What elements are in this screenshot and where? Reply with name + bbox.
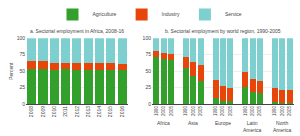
svg-text:25: 25 — [145, 84, 151, 90]
svg-text:2008: 2008 — [28, 106, 34, 117]
svg-text:2011: 2011 — [62, 106, 68, 117]
svg-text:Service: Service — [225, 11, 242, 17]
svg-text:Europe: Europe — [215, 120, 231, 126]
svg-text:1990: 1990 — [154, 105, 159, 116]
svg-text:2000: 2000 — [161, 105, 166, 116]
svg-text:2012: 2012 — [74, 106, 80, 117]
svg-text:Asia: Asia — [188, 120, 198, 126]
svg-text:2014: 2014 — [96, 106, 102, 117]
svg-text:100: 100 — [143, 35, 152, 41]
svg-text:1990: 1990 — [272, 105, 277, 116]
svg-text:2009: 2009 — [40, 106, 46, 117]
svg-text:2005: 2005 — [257, 105, 262, 116]
svg-text:2005: 2005 — [287, 105, 292, 116]
svg-text:2015: 2015 — [107, 106, 113, 117]
svg-text:75: 75 — [145, 51, 151, 57]
svg-text:Percent: Percent — [8, 62, 14, 80]
svg-text:50: 50 — [145, 68, 151, 74]
svg-text:2005: 2005 — [228, 105, 233, 116]
svg-text:2010: 2010 — [51, 106, 57, 117]
svg-text:2013: 2013 — [85, 106, 91, 117]
svg-text:2000: 2000 — [220, 105, 225, 116]
svg-text:a. Sectorial employment in Afr: a. Sectorial employment in Africa, 2008-… — [30, 28, 124, 34]
svg-text:1990: 1990 — [243, 105, 248, 116]
svg-text:b. Sectorial employment by wor: b. Sectorial employment by world region,… — [165, 28, 281, 34]
svg-text:50: 50 — [19, 68, 25, 74]
svg-text:1990: 1990 — [183, 105, 188, 116]
svg-text:0: 0 — [148, 101, 151, 107]
svg-text:Agriculture: Agriculture — [93, 11, 117, 17]
svg-text:Africa: Africa — [157, 120, 170, 126]
svg-text:LatinAmerica: LatinAmerica — [243, 120, 262, 133]
svg-text:100: 100 — [17, 35, 26, 41]
svg-text:0: 0 — [22, 101, 25, 107]
svg-text:2005: 2005 — [198, 105, 203, 116]
svg-text:Industry: Industry — [162, 11, 180, 17]
svg-text:75: 75 — [19, 51, 25, 57]
svg-text:2000: 2000 — [191, 105, 196, 116]
svg-text:25: 25 — [19, 84, 25, 90]
svg-text:1990: 1990 — [213, 105, 218, 116]
svg-text:2000: 2000 — [250, 105, 255, 116]
svg-text:2000: 2000 — [280, 105, 285, 116]
svg-text:NorthAmerica: NorthAmerica — [273, 120, 292, 133]
svg-text:2005: 2005 — [169, 105, 174, 116]
svg-text:2016: 2016 — [119, 106, 125, 117]
